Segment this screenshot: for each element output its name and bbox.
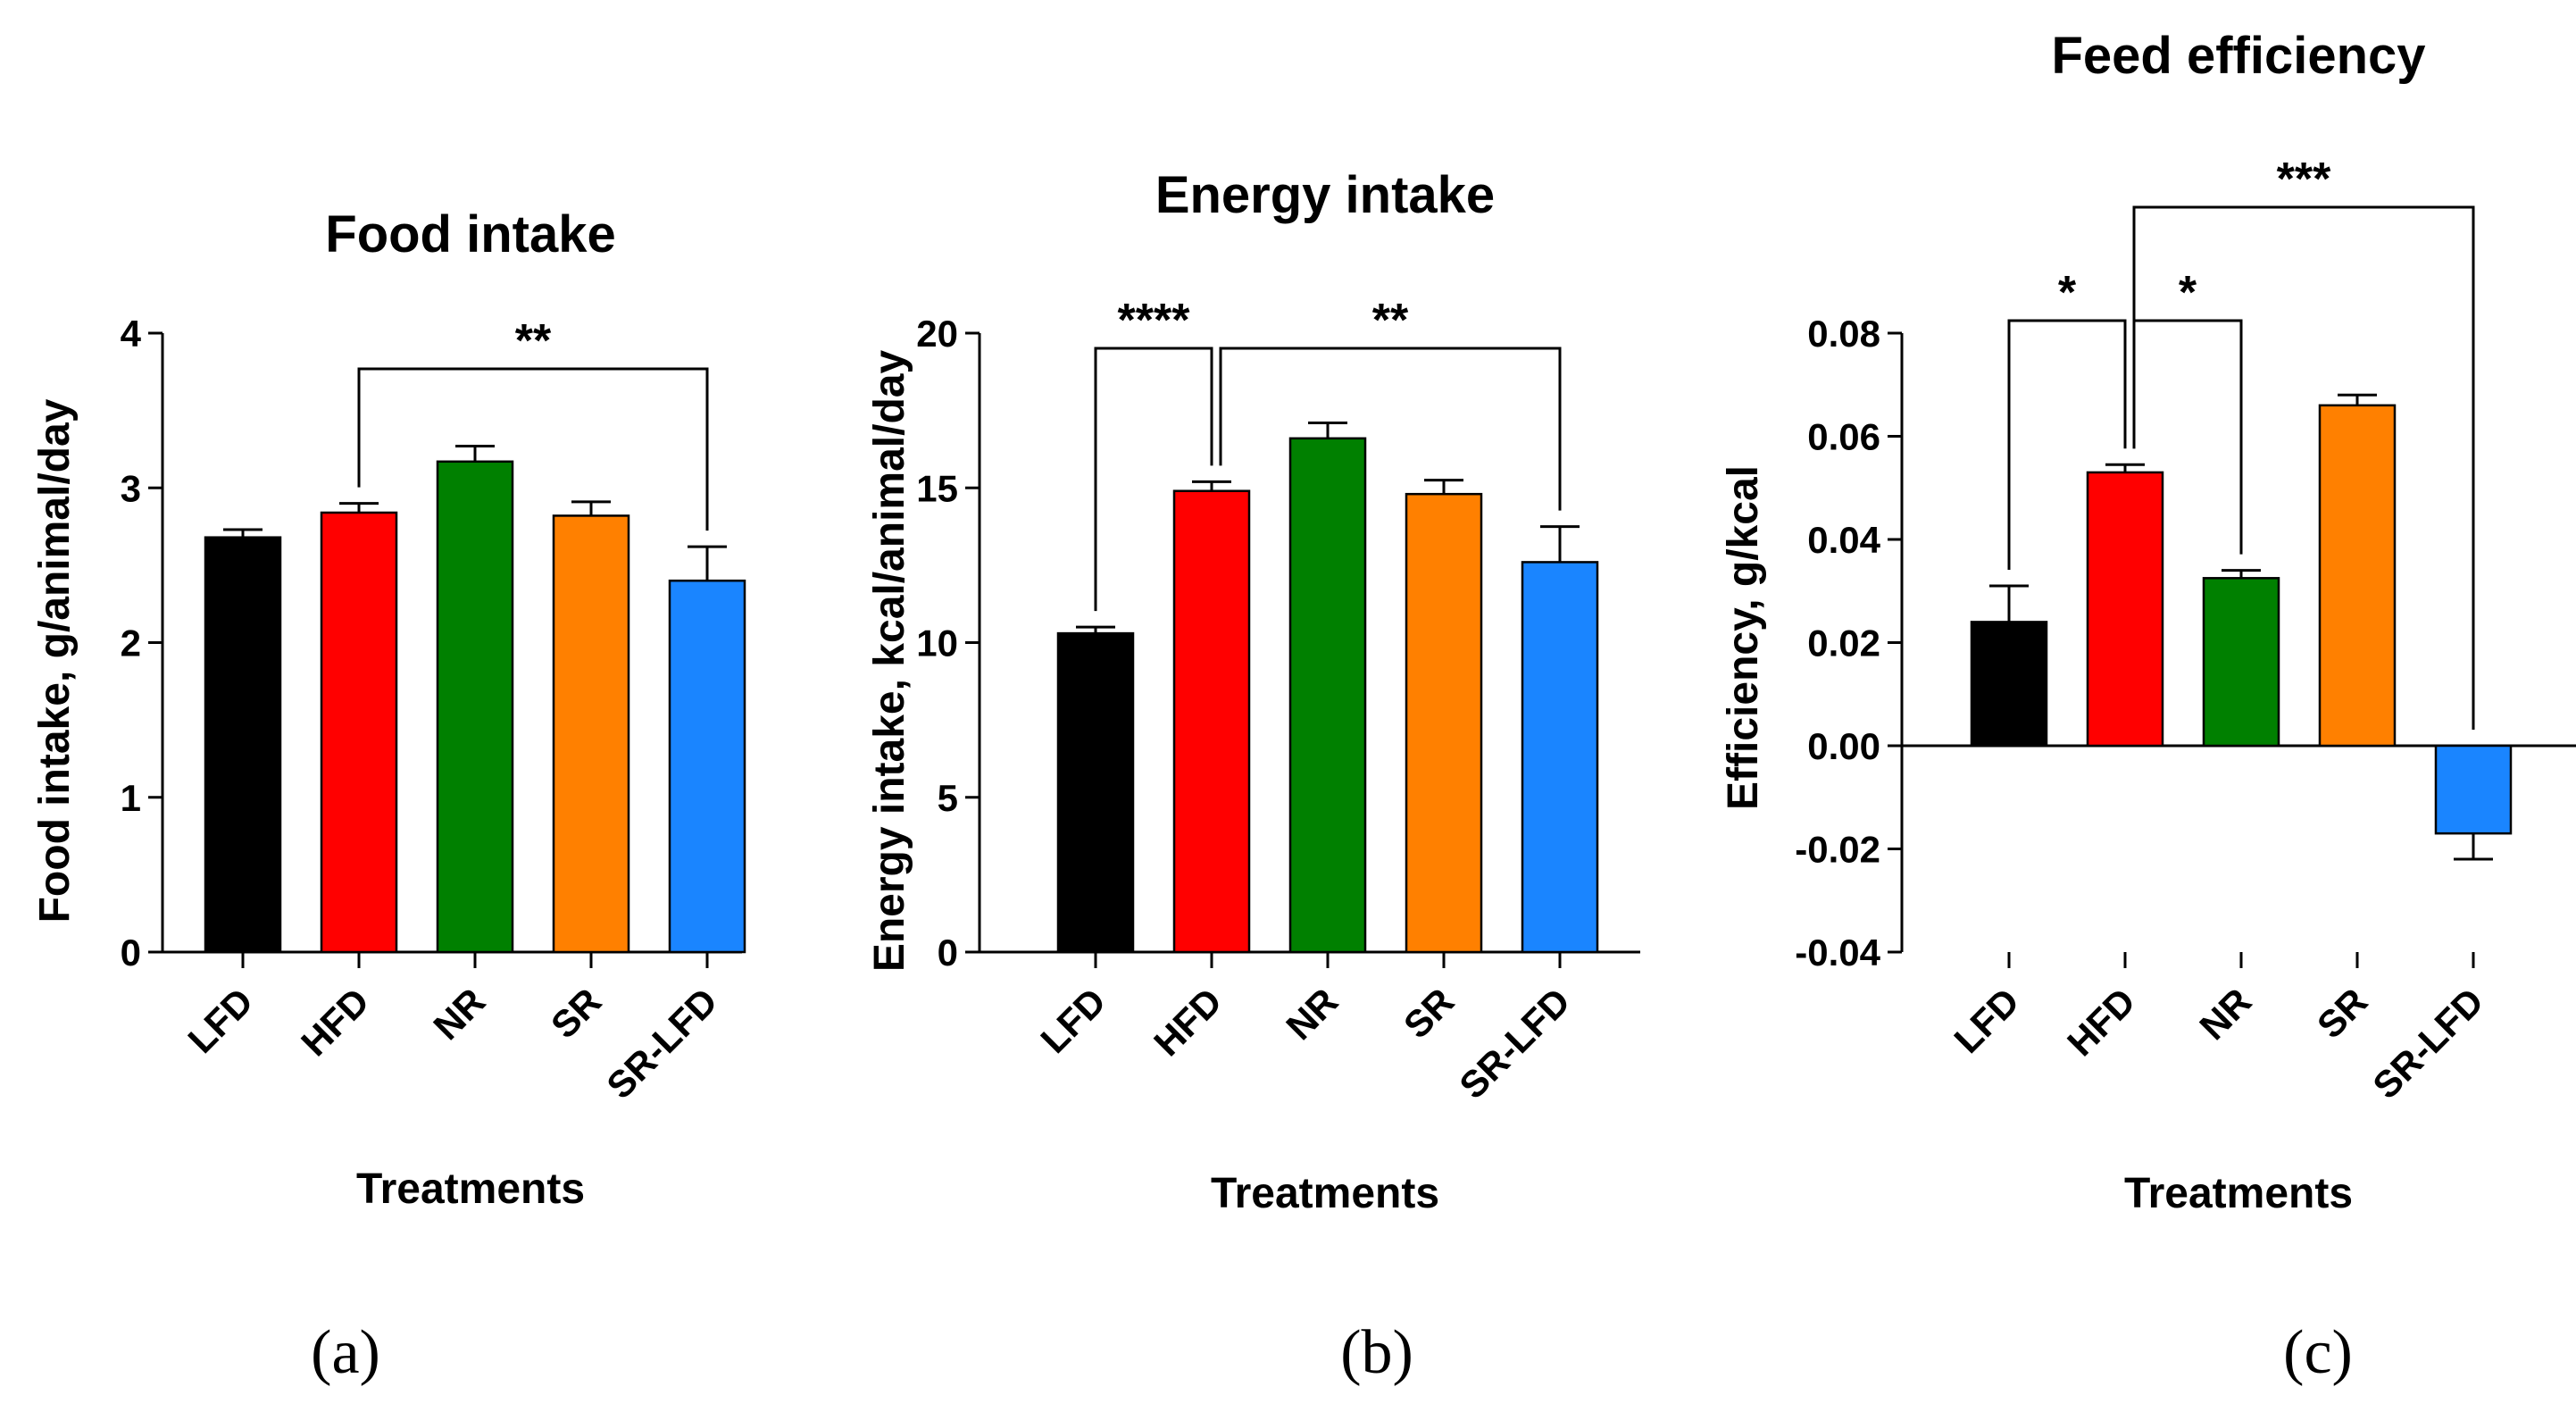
bar-nr bbox=[1288, 437, 1367, 954]
y-tick-label: 0.08 bbox=[1807, 313, 1880, 355]
bar-lfd bbox=[1056, 631, 1135, 954]
significance-label: ** bbox=[1372, 295, 1409, 347]
significance-bracket bbox=[1219, 347, 1562, 511]
panel-a-y-axis-label: Food intake, g/animal/day bbox=[31, 398, 79, 923]
bar-sr-lfd bbox=[668, 579, 746, 954]
x-tick-label-sr: SR bbox=[2309, 980, 2376, 1047]
bar-lfd bbox=[1970, 621, 2048, 748]
bar-sr-lfd bbox=[2434, 744, 2513, 835]
panel-b-label: (b) bbox=[1340, 1318, 1413, 1387]
x-tick-label-sr-lfd: SR-LFD bbox=[598, 980, 725, 1107]
significance-bracket bbox=[2132, 205, 2475, 730]
panel-b-title: Energy intake bbox=[1155, 166, 1495, 224]
panel-a: Food intake Food intake, g/animal/day Tr… bbox=[31, 205, 746, 1387]
panel-c-label: (c) bbox=[2283, 1318, 2353, 1387]
significance-label: * bbox=[2058, 267, 2077, 319]
y-tick-label: 20 bbox=[916, 313, 958, 355]
bar-sr bbox=[552, 514, 630, 954]
x-tick-label-lfd: LFD bbox=[1032, 980, 1113, 1061]
x-tick-label-sr-lfd: SR-LFD bbox=[2364, 980, 2491, 1107]
y-tick-label: 1 bbox=[121, 777, 141, 819]
significance-bracket bbox=[1094, 347, 1213, 612]
x-tick-label-nr: NR bbox=[1278, 980, 1346, 1048]
bar-sr bbox=[1405, 492, 1483, 954]
y-tick-label: 0.00 bbox=[1807, 725, 1880, 767]
panel-a-title: Food intake bbox=[325, 205, 615, 263]
x-tick-label-nr: NR bbox=[425, 980, 493, 1048]
bar-hfd bbox=[1172, 489, 1251, 954]
panel-c-plot: -0.04 -0.02 0.00 0.02 0.04 0.06 0.08 LFD HFD NR SR… bbox=[1795, 154, 2576, 1107]
y-tick-label: -0.02 bbox=[1795, 829, 1880, 871]
panel-c-x-axis-label: Treatments bbox=[2124, 1170, 2353, 1217]
bar-nr bbox=[436, 460, 514, 954]
bar-sr bbox=[2318, 404, 2397, 748]
bar-sr-lfd bbox=[1521, 561, 1599, 954]
x-tick-label-sr: SR bbox=[1396, 980, 1463, 1047]
y-tick-label: 10 bbox=[916, 622, 958, 664]
x-tick-label-lfd: LFD bbox=[179, 980, 261, 1061]
significance-label: *** bbox=[2277, 154, 2331, 205]
y-tick-label: 4 bbox=[121, 313, 142, 355]
x-tick-label-hfd: HFD bbox=[2059, 980, 2143, 1064]
panel-c-title: Feed efficiency bbox=[2051, 27, 2425, 85]
significance-bracket bbox=[357, 367, 709, 531]
significance-label: **** bbox=[1118, 295, 1191, 347]
panel-c: Feed efficiency Efficiency, g/kcal Treat… bbox=[1720, 27, 2576, 1387]
x-tick-label-sr: SR bbox=[543, 980, 610, 1047]
y-tick-label: 0.02 bbox=[1807, 622, 1880, 664]
significance-bracket bbox=[2007, 319, 2127, 570]
bar-hfd bbox=[320, 511, 398, 954]
y-tick-label: 0.04 bbox=[1807, 519, 1880, 561]
panel-b-x-axis-label: Treatments bbox=[1211, 1170, 1439, 1217]
significance-label: * bbox=[2179, 267, 2197, 319]
x-tick-label-hfd: HFD bbox=[1146, 980, 1230, 1064]
x-tick-label-nr: NR bbox=[2191, 980, 2259, 1048]
panel-b: Energy intake Energy intake, kcal/animal… bbox=[866, 166, 1640, 1387]
y-tick-label: 15 bbox=[916, 467, 958, 509]
y-tick-label: 3 bbox=[121, 467, 141, 509]
y-tick-label: 0 bbox=[121, 932, 141, 973]
panel-b-y-axis-label: Energy intake, kcal/animal/day bbox=[866, 350, 913, 973]
bar-hfd bbox=[2086, 471, 2164, 748]
y-tick-label: 5 bbox=[938, 777, 958, 819]
y-tick-label: 0 bbox=[938, 932, 958, 973]
significance-label: ** bbox=[515, 315, 552, 367]
x-tick-label-sr-lfd: SR-LFD bbox=[1451, 980, 1578, 1107]
bar-nr bbox=[2202, 577, 2280, 748]
y-tick-label: 0.06 bbox=[1807, 416, 1880, 458]
panel-a-label: (a) bbox=[311, 1318, 380, 1387]
y-tick-label: 2 bbox=[121, 622, 141, 664]
panel-c-y-axis-label: Efficiency, g/kcal bbox=[1720, 465, 1767, 810]
y-tick-label: -0.04 bbox=[1795, 932, 1880, 973]
panel-a-x-axis-label: Treatments bbox=[356, 1166, 585, 1213]
x-tick-label-hfd: HFD bbox=[293, 980, 377, 1064]
x-tick-label-lfd: LFD bbox=[1946, 980, 2027, 1061]
bar-lfd bbox=[204, 536, 282, 954]
